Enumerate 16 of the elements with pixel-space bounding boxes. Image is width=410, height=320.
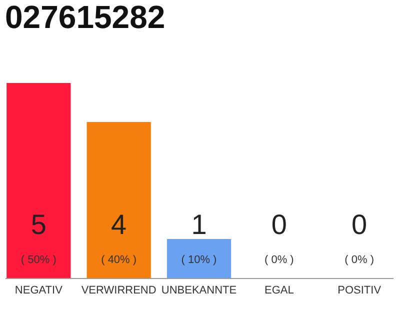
chart-title: 027615282 <box>5 0 166 35</box>
annotation: ( 0% ) <box>344 254 374 266</box>
x-tick-label: POSITIV <box>338 284 382 296</box>
x-tick-label: UNBEKANNTE <box>161 284 237 296</box>
x-tick-label: VERWIRREND <box>81 284 156 296</box>
x-tick-label: EGAL <box>264 284 294 296</box>
annotation: ( 40% ) <box>101 254 137 266</box>
annotation: ( 0% ) <box>264 254 294 266</box>
data-label: 5 <box>30 209 46 240</box>
annotation: ( 50% ) <box>20 254 56 266</box>
data-label: 4 <box>111 209 127 240</box>
annotation: ( 10% ) <box>181 254 217 266</box>
data-label: 0 <box>271 209 287 240</box>
x-tick-label: NEGATIV <box>14 284 64 296</box>
data-label: 0 <box>352 209 368 240</box>
data-label: 1 <box>191 209 207 240</box>
